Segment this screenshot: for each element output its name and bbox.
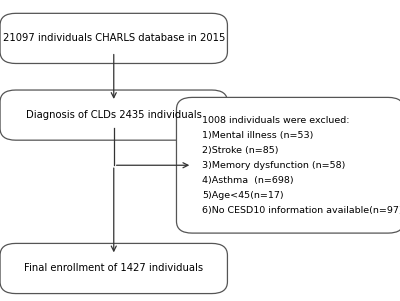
Text: 1)Mental illness (n=53): 1)Mental illness (n=53) xyxy=(202,131,313,140)
FancyBboxPatch shape xyxy=(0,13,228,64)
FancyBboxPatch shape xyxy=(0,244,228,293)
Text: 1008 individuals were exclued:: 1008 individuals were exclued: xyxy=(202,116,350,125)
Text: 2)Stroke (n=85): 2)Stroke (n=85) xyxy=(202,146,278,155)
Text: 4)Asthma  (n=698): 4)Asthma (n=698) xyxy=(202,176,294,185)
Text: Diagnosis of CLDs 2435 individuals: Diagnosis of CLDs 2435 individuals xyxy=(26,110,202,120)
Text: 21097 individuals CHARLS database in 2015: 21097 individuals CHARLS database in 201… xyxy=(2,33,225,43)
FancyBboxPatch shape xyxy=(176,98,400,233)
Text: Final enrollment of 1427 individuals: Final enrollment of 1427 individuals xyxy=(24,263,203,274)
Text: 3)Memory dysfunction (n=58): 3)Memory dysfunction (n=58) xyxy=(202,161,345,170)
Text: 6)No CESD10 information available(n=97): 6)No CESD10 information available(n=97) xyxy=(202,206,400,215)
FancyBboxPatch shape xyxy=(0,90,228,140)
Text: 5)Age<45(n=17): 5)Age<45(n=17) xyxy=(202,191,284,200)
